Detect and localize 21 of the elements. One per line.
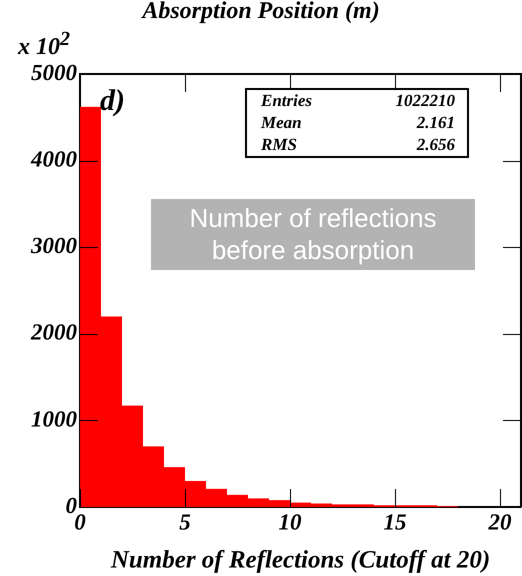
y-tick-label: 5000 <box>31 60 78 85</box>
annotation: 2.656 <box>416 134 455 156</box>
annotation: 2.161 <box>416 112 455 134</box>
y-tick-label: 2000 <box>30 320 78 345</box>
annotation: Number of reflections before absorption <box>151 199 475 270</box>
text: x 10$^{2}$ <box>18 28 70 61</box>
x-tick-label: 15 <box>384 510 406 535</box>
annotation: d) <box>100 84 125 118</box>
annotation: Entries <box>261 90 312 112</box>
y-tick-label: 3000 <box>30 233 78 258</box>
annotation: RMS <box>261 134 297 156</box>
x-tick-label: 20 <box>488 510 512 535</box>
y-tick-label: 0 <box>66 492 78 518</box>
x-axis-title: Number of Reflections (Cutoff at 20) <box>110 546 490 574</box>
y-tick-label: 4000 <box>30 146 78 172</box>
chart-title: Absorption Position (m) <box>140 0 381 25</box>
x-tick-label: 5 <box>179 510 191 535</box>
annotation: 1022210 <box>396 90 455 112</box>
y-tick-label: 1000 <box>31 406 78 432</box>
annotation: Mean <box>261 112 302 134</box>
x-tick-label: 10 <box>278 510 302 535</box>
